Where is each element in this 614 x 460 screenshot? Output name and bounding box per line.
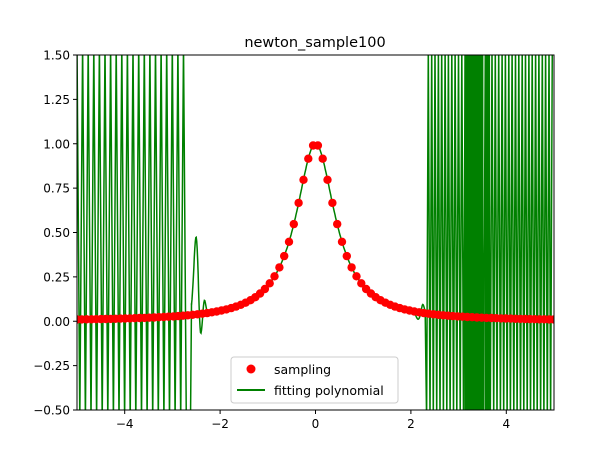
y-tick-label: 0.75 [43, 182, 70, 196]
sampling-point [347, 263, 356, 272]
sampling-point [549, 315, 554, 324]
sampling-point [313, 141, 323, 150]
sampling-point [284, 237, 294, 246]
x-tick-label: 0 [312, 417, 320, 431]
fit-right-oscillation [424, 55, 554, 410]
legend-box [230, 356, 399, 404]
y-tick-label: 1.00 [43, 137, 70, 151]
sampling-point [299, 175, 308, 184]
y-tick-label: 0.25 [43, 270, 70, 284]
sampling-point [289, 219, 298, 229]
sampling-point [270, 272, 279, 281]
sampling-point [337, 237, 347, 246]
sampling-point [352, 272, 361, 281]
sampling-point [294, 198, 303, 208]
sampling-point [328, 198, 337, 208]
sampling-point [357, 279, 366, 288]
legend-sampling-label: sampling [274, 362, 331, 377]
sampling-point [323, 175, 332, 184]
x-tick-label: −4 [116, 417, 134, 431]
sampling-point [260, 284, 270, 294]
fit-dense-oscillation-block [484, 55, 491, 410]
sampling-point [304, 154, 313, 163]
legend-sampling-marker [246, 364, 256, 374]
fit-left-oscillation [77, 55, 193, 410]
chart-title: newton_sample100 [244, 35, 385, 51]
sampling-point [333, 219, 342, 229]
x-tick-label: 4 [502, 417, 510, 431]
sampling-point [275, 263, 284, 272]
y-tick-label: 1.50 [43, 49, 70, 63]
y-tick-label: −0.25 [33, 359, 70, 373]
sampling-point [318, 154, 327, 163]
sampling-point [280, 251, 289, 261]
x-tick-label: 2 [407, 417, 415, 431]
sampling-point [265, 279, 274, 288]
y-tick-label: 0.50 [43, 226, 70, 240]
y-tick-label: 1.25 [43, 93, 70, 107]
x-axis: −4 −2 0 2 4 [116, 410, 510, 431]
fit-dense-oscillation-block [464, 55, 484, 410]
legend-fit-label: fitting polynomial [274, 383, 384, 398]
y-tick-label: −0.50 [33, 404, 70, 418]
x-tick-label: −2 [211, 417, 229, 431]
y-axis: −0.50 −0.25 0.00 0.25 0.50 0.75 1.00 1.25 1.50 [33, 49, 77, 418]
legend: sampling fitting polynomial [230, 356, 399, 404]
y-tick-label: 0.00 [43, 315, 70, 329]
sampling-points-layer [77, 141, 554, 324]
sampling-point [342, 251, 351, 261]
